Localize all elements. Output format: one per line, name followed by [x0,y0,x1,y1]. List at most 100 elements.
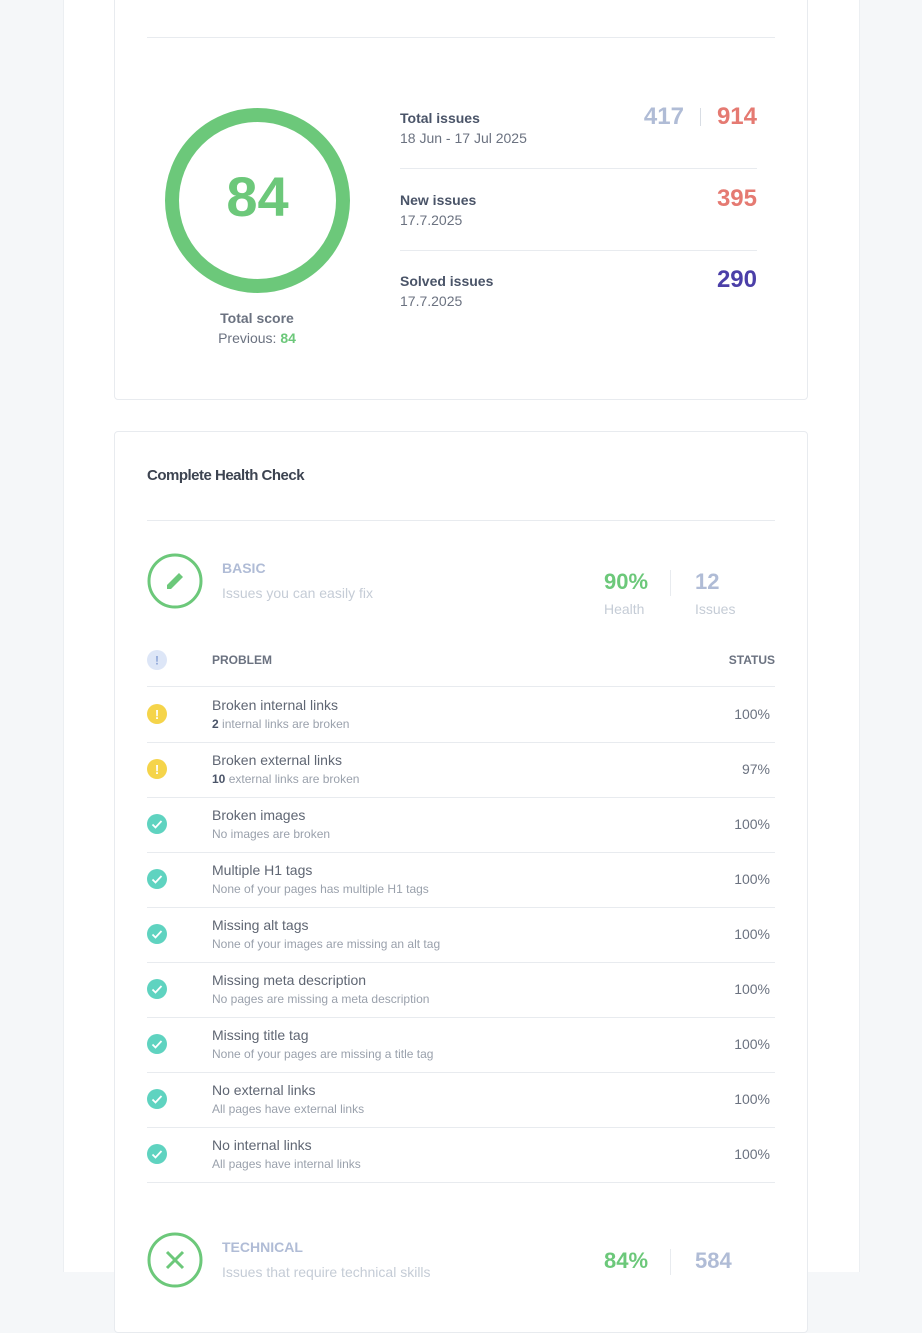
problem-row: Missing meta description No pages are mis… [147,962,775,1018]
stat-value: 914 [716,103,757,130]
section-description: Issues that require technical skills [222,1264,431,1280]
problem-status: 97% [741,761,770,777]
stat-label: Solved issues [400,273,494,289]
svg-text:!: ! [155,654,159,668]
problem-status: 100% [734,706,770,722]
problem-row: ! Broken external links 10 external links … [147,742,775,798]
problem-status: 100% [734,1091,770,1107]
problem-detail: No pages are missing a meta description [212,992,429,1006]
detail-text: No images are broken [212,827,331,841]
stat-date: 18 Jun - 17 Jul 2025 [400,130,527,146]
problem-detail: 10 external links are broken [212,772,359,786]
problem-title: Multiple H1 tags [212,862,313,878]
problem-status: 100% [734,1146,770,1162]
stat-values: 395 [717,185,757,213]
problem-count: 10 [212,772,226,786]
problem-detail: No images are broken [212,827,330,841]
section-health: 90% [604,569,649,594]
section-issues: 584 [695,1248,732,1273]
col-header: STATUS [728,653,775,667]
stat-values: 417 914 [644,103,757,131]
detail-text: internal links are broken [222,717,350,731]
stat-date: 17.7.2025 [400,293,463,309]
value-divider [670,1249,671,1275]
problem-status: 100% [734,816,770,832]
problem-title: No internal links [212,1137,312,1153]
status-icon [147,1144,167,1169]
problem-row: No external links All pages have external… [147,1072,775,1128]
detail-text: All pages have internal links [212,1157,361,1171]
problem-row: Multiple H1 tags None of your pages has m… [147,852,775,908]
section-icon [147,1232,203,1293]
status-icon [147,1034,167,1059]
stat-value: 417 [643,103,684,130]
problem-status: 100% [734,926,770,942]
status-icon [147,814,167,839]
svg-text:!: ! [155,762,159,777]
problem-row: No internal links All pages have internal… [147,1127,775,1183]
status-icon: ! [147,704,167,729]
summary-card [114,0,808,400]
problem-row: Broken images No images are broken 100% [147,797,775,853]
detail-text: external links are broken [228,772,360,786]
divider [400,249,757,251]
problem-title: No external links [212,1082,316,1098]
problem-title: Broken images [212,807,306,823]
problem-status: 100% [734,1036,770,1052]
section-issues: 12 [695,569,720,594]
problem-row: Missing alt tags None of your images are … [147,907,775,963]
status-icon [147,869,167,894]
problem-detail: All pages have internal links [212,1157,361,1171]
section-name: BASIC [222,560,266,576]
detail-text: No pages are missing a meta description [212,992,430,1006]
health-label: Health [604,601,645,617]
stat-label: Total issues [400,110,480,126]
previous-value: 84 [280,330,296,346]
section-icon [147,553,203,614]
status-icon: ! [147,759,167,784]
score-value: 84 [226,165,288,228]
problem-row: Missing title tag None of your pages are … [147,1017,775,1073]
col-header: PROBLEM [212,653,272,667]
stat-values: 290 [717,266,757,294]
problem-detail: All pages have external links [212,1102,364,1116]
svg-text:!: ! [155,707,159,722]
section-name: TECHNICAL [222,1239,303,1255]
problem-count: 2 [212,717,219,731]
status-icon [147,979,167,1004]
section-health: 84% [604,1248,649,1273]
problem-detail: 2 internal links are broken [212,717,349,731]
problem-title: Broken internal links [212,697,339,713]
issues-label: Issues [695,601,736,617]
detail-text: None of your pages are missing a title t… [212,1047,434,1061]
problem-row: ! Broken internal links 2 internal links a… [147,687,775,743]
status-icon [147,924,167,949]
previous: Previous: 84 [157,330,357,346]
divider [147,686,775,687]
problem-title: Broken external links [212,752,342,768]
header-icon: ! [147,650,167,670]
score-label: Total score [220,310,294,326]
problem-title: Missing meta description [212,972,367,988]
stat-date: 17.7.2025 [400,211,463,228]
problem-title: Missing title tag [212,1027,309,1043]
value-divider [699,108,701,126]
section-description: Issues you can easily fix [222,585,373,601]
status-icon [147,1089,167,1114]
problem-status: 100% [734,871,770,887]
problem-detail: None of your images are missing an alt t… [212,937,440,951]
detail-text: None of your pages has multiple H1 tags [212,882,429,896]
divider [400,168,757,169]
stat-value: 290 [716,266,757,293]
previous-label: Previous: [218,330,277,346]
divider [147,37,775,38]
problem-status: 100% [734,981,770,997]
stat-value: 395 [716,184,757,212]
detail-text: All pages have external links [212,1102,365,1116]
page: 84 Total score Previous: 84 Total issues… [63,0,860,1333]
detail-text: None of your images are missing an alt t… [212,937,441,951]
health-title: Complete Health Check [147,467,305,484]
problem-detail: None of your pages are missing a title t… [212,1047,433,1061]
stat-label: New issues [400,191,477,208]
problem-title: Missing alt tags [212,917,309,933]
